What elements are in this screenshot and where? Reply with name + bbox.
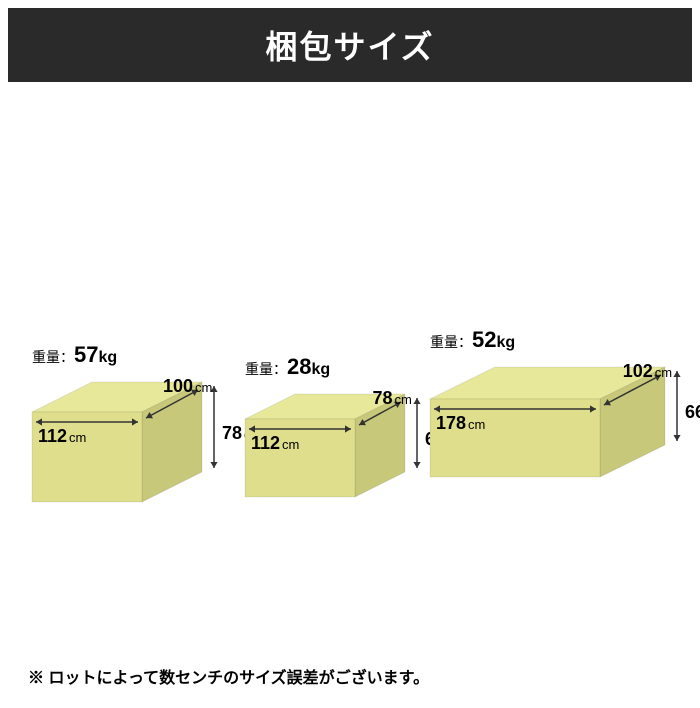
weight-unit: kg	[311, 361, 330, 378]
weight-unit: kg	[496, 334, 515, 351]
weight-value: 28	[287, 354, 311, 379]
height-label: 66cm	[685, 402, 700, 423]
weight-label: 重量：28kg	[245, 354, 330, 380]
diagram-stage: 重量：57kg112cm100cm78cm重量：28kg112cm78cm66c…	[0, 82, 700, 642]
weight-prefix: 重量：	[430, 334, 472, 350]
header-title: 梱包サイズ	[8, 8, 692, 82]
weight-value: 52	[472, 327, 496, 352]
weight-prefix: 重量：	[32, 349, 74, 365]
width-label: 178cm	[436, 413, 485, 434]
weight-prefix: 重量：	[245, 361, 287, 377]
weight-value: 57	[74, 342, 98, 367]
depth-label: 78cm	[373, 388, 412, 409]
weight-unit: kg	[98, 349, 117, 366]
width-label: 112cm	[251, 433, 299, 454]
depth-label: 102cm	[623, 361, 672, 382]
depth-label: 100cm	[163, 376, 212, 397]
weight-label: 重量：57kg	[32, 342, 117, 368]
weight-label: 重量：52kg	[430, 327, 515, 353]
width-label: 112cm	[38, 426, 86, 447]
footnote: ※ ロットによって数センチのサイズ誤差がございます。	[28, 664, 429, 688]
